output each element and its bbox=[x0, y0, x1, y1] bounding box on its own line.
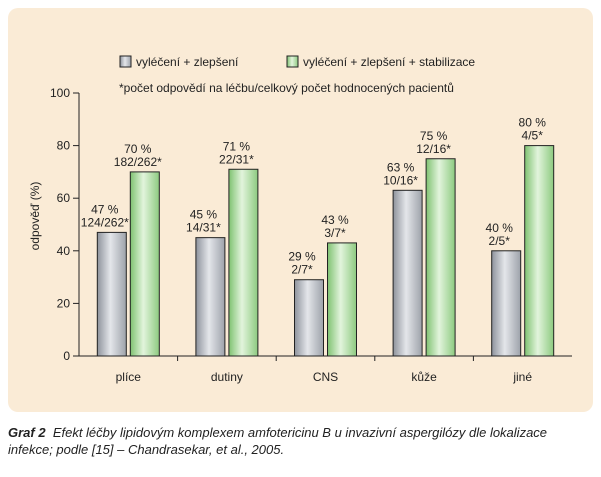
bar-series-2 bbox=[327, 242, 357, 357]
y-tick-label: 100 bbox=[50, 86, 70, 100]
data-label-percent: 63 % bbox=[387, 160, 415, 174]
legend-label-series-2: vyléčení + zlepšení + stabilizace bbox=[303, 55, 475, 69]
bar-series-1 bbox=[294, 279, 324, 357]
bar-series-1 bbox=[96, 231, 127, 357]
y-tick-label: 40 bbox=[57, 244, 71, 258]
chart-note: *počet odpovědí na léčbu/celkový počet h… bbox=[119, 81, 454, 95]
x-tick-label: plíce bbox=[116, 370, 142, 384]
data-label-percent: 45 % bbox=[190, 208, 218, 222]
legend-label-series-1: vyléčení + zlepšení bbox=[136, 55, 239, 69]
y-axis-label: odpověď (%) bbox=[28, 182, 42, 251]
bars: 47 %124/262* 70 %182/262* 45 %14/31* 71 %22… bbox=[81, 116, 555, 357]
data-label-percent: 47 % bbox=[91, 202, 119, 216]
x-tick-label: jiné bbox=[512, 370, 532, 384]
y-tick-label: 80 bbox=[57, 139, 71, 153]
caption-text: Efekt léčby lipidovým komplexem amfoteri… bbox=[8, 425, 548, 457]
bar-chart: vyléčení + zlepšení vyléčení + zlepšení … bbox=[28, 55, 572, 384]
data-label-percent: 80 % bbox=[519, 116, 547, 130]
axes: 0 20 40 60 80 100 plíce dutiny CNS kůže jiné bbox=[50, 86, 572, 384]
legend: vyléčení + zlepšení vyléčení + zlepšení … bbox=[119, 55, 475, 69]
bar-series-1 bbox=[491, 250, 522, 357]
data-label-fraction: 12/16* bbox=[416, 142, 451, 156]
data-label-fraction: 124/262* bbox=[81, 215, 129, 229]
data-label-percent: 40 % bbox=[486, 221, 514, 235]
data-label-fraction: 182/262* bbox=[114, 155, 162, 169]
data-label-percent: 70 % bbox=[124, 142, 152, 156]
x-tick-label: kůže bbox=[411, 370, 437, 384]
data-label-percent: 43 % bbox=[321, 213, 349, 227]
bar-series-2 bbox=[524, 145, 555, 357]
figure-caption: Graf 2 Efekt léčby lipidovým komplexem a… bbox=[8, 424, 593, 458]
legend-swatch-series-2 bbox=[286, 55, 299, 68]
bar-series-1 bbox=[195, 237, 226, 357]
data-label-percent: 75 % bbox=[420, 129, 448, 143]
legend-swatch-series-1 bbox=[119, 55, 132, 68]
data-label-fraction: 14/31* bbox=[186, 221, 221, 235]
y-tick-label: 0 bbox=[63, 349, 70, 363]
x-tick-label: CNS bbox=[313, 370, 338, 384]
bar-series-1 bbox=[392, 189, 423, 357]
data-label-fraction: 3/7* bbox=[324, 226, 346, 240]
bar-series-2 bbox=[129, 171, 160, 357]
data-label-fraction: 4/5* bbox=[522, 129, 544, 143]
data-label-fraction: 2/5* bbox=[489, 234, 511, 248]
y-tick-label: 60 bbox=[57, 191, 71, 205]
data-label-fraction: 2/7* bbox=[291, 263, 313, 277]
data-label-percent: 29 % bbox=[288, 250, 316, 264]
bar-series-2 bbox=[425, 158, 456, 357]
x-tick-label: dutiny bbox=[211, 370, 243, 384]
caption-prefix: Graf 2 bbox=[8, 425, 46, 440]
data-label-fraction: 10/16* bbox=[383, 173, 418, 187]
bar-series-2 bbox=[228, 168, 259, 357]
data-label-percent: 71 % bbox=[223, 139, 251, 153]
y-tick-label: 20 bbox=[57, 296, 71, 310]
data-label-fraction: 22/31* bbox=[219, 152, 254, 166]
